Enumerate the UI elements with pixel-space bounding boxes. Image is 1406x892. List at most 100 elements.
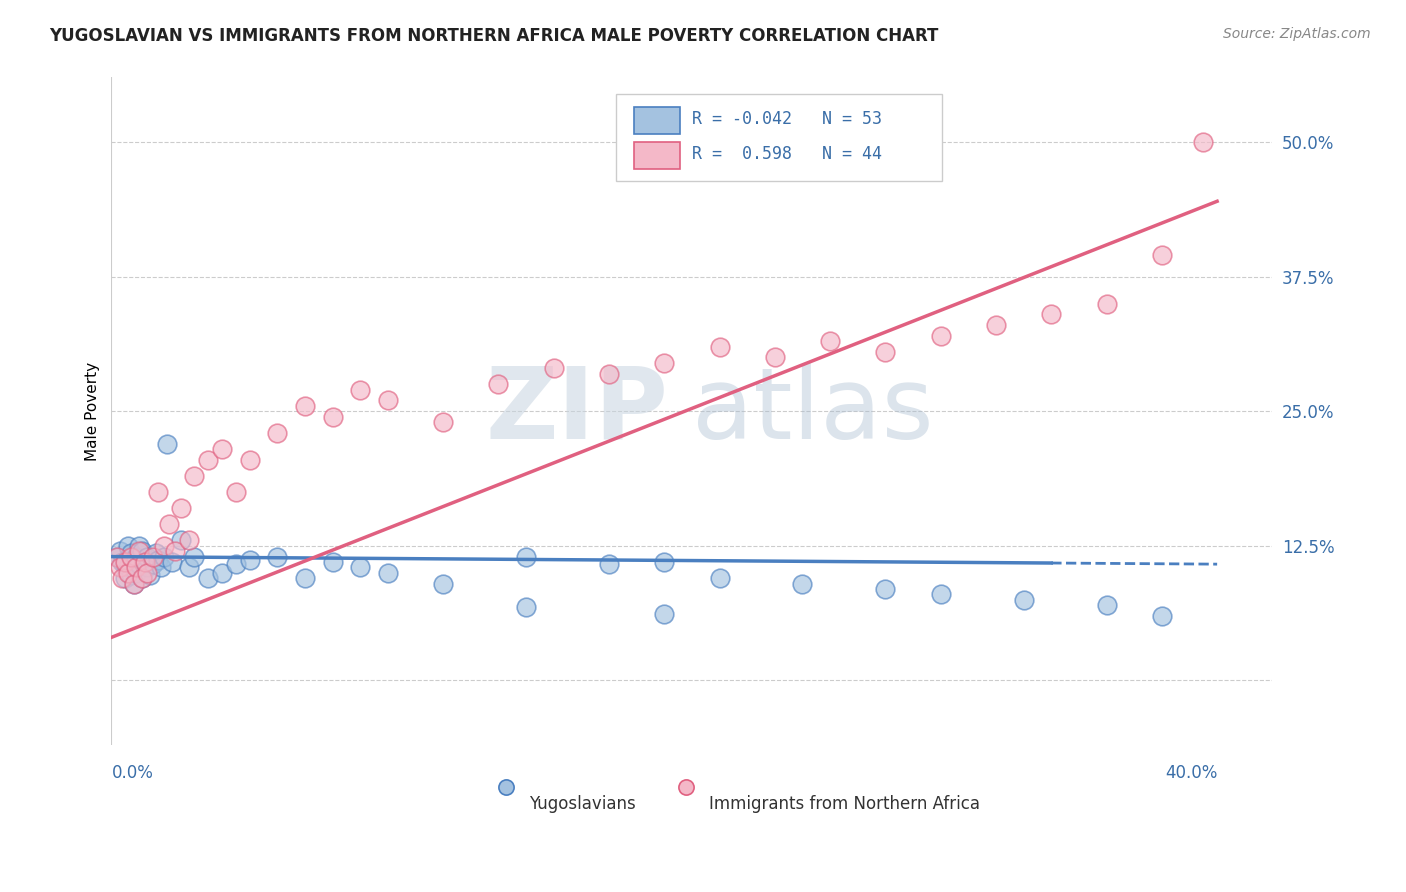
- Point: [136, 549, 159, 564]
- Point: [1150, 248, 1173, 262]
- Point: [111, 571, 134, 585]
- Point: [142, 549, 165, 564]
- Point: [349, 560, 371, 574]
- Point: [125, 560, 148, 574]
- Point: [1040, 741, 1063, 756]
- Point: [150, 560, 173, 574]
- Point: [105, 549, 128, 564]
- Point: [122, 576, 145, 591]
- Point: [598, 367, 620, 381]
- Point: [432, 415, 454, 429]
- Point: [114, 557, 136, 571]
- Point: [294, 571, 316, 585]
- Point: [763, 351, 786, 365]
- Point: [929, 329, 952, 343]
- Point: [709, 571, 731, 585]
- Point: [1150, 608, 1173, 623]
- Point: [169, 533, 191, 548]
- Point: [377, 566, 399, 580]
- Point: [183, 549, 205, 564]
- Point: [145, 546, 167, 560]
- Point: [136, 566, 159, 580]
- Point: [984, 318, 1007, 332]
- Point: [117, 539, 139, 553]
- Point: [197, 571, 219, 585]
- Point: [120, 549, 142, 564]
- Point: [142, 557, 165, 571]
- Point: [159, 517, 181, 532]
- Point: [349, 383, 371, 397]
- Point: [266, 425, 288, 440]
- Point: [652, 555, 675, 569]
- Point: [111, 555, 134, 569]
- Point: [117, 566, 139, 580]
- Point: [652, 356, 675, 370]
- Text: YUGOSLAVIAN VS IMMIGRANTS FROM NORTHERN AFRICA MALE POVERTY CORRELATION CHART: YUGOSLAVIAN VS IMMIGRANTS FROM NORTHERN …: [49, 27, 939, 45]
- Point: [294, 399, 316, 413]
- Point: [1012, 592, 1035, 607]
- Text: Source: ZipAtlas.com: Source: ZipAtlas.com: [1223, 27, 1371, 41]
- Point: [153, 549, 176, 564]
- Point: [105, 549, 128, 564]
- Point: [128, 557, 150, 571]
- Point: [120, 546, 142, 560]
- Point: [177, 533, 200, 548]
- Point: [486, 377, 509, 392]
- Bar: [634, 142, 681, 169]
- Point: [239, 553, 262, 567]
- Point: [125, 549, 148, 564]
- Point: [156, 436, 179, 450]
- Point: [160, 555, 183, 569]
- Point: [153, 539, 176, 553]
- Point: [114, 555, 136, 569]
- Point: [1192, 135, 1215, 149]
- Text: atlas: atlas: [692, 363, 934, 459]
- Point: [177, 560, 200, 574]
- Point: [125, 566, 148, 580]
- Point: [1040, 307, 1063, 321]
- Point: [239, 452, 262, 467]
- Point: [120, 568, 142, 582]
- Point: [114, 571, 136, 585]
- Point: [598, 557, 620, 571]
- Point: [211, 566, 233, 580]
- Point: [322, 409, 344, 424]
- Point: [225, 485, 247, 500]
- Point: [818, 334, 841, 349]
- Point: [128, 544, 150, 558]
- Point: [432, 576, 454, 591]
- Point: [515, 600, 537, 615]
- Bar: [634, 107, 681, 134]
- Point: [134, 555, 156, 569]
- Point: [792, 576, 814, 591]
- Point: [929, 587, 952, 601]
- Point: [148, 485, 170, 500]
- Text: R =  0.598   N = 44: R = 0.598 N = 44: [692, 145, 882, 163]
- Point: [875, 345, 897, 359]
- Point: [377, 393, 399, 408]
- Point: [136, 560, 159, 574]
- Point: [322, 555, 344, 569]
- Point: [1095, 296, 1118, 310]
- Point: [183, 468, 205, 483]
- Point: [131, 544, 153, 558]
- Point: [134, 555, 156, 569]
- Point: [266, 549, 288, 564]
- Point: [197, 452, 219, 467]
- Point: [1095, 598, 1118, 612]
- Point: [709, 340, 731, 354]
- Point: [108, 560, 131, 574]
- Point: [131, 571, 153, 585]
- Point: [211, 442, 233, 456]
- Point: [875, 582, 897, 596]
- Point: [122, 576, 145, 591]
- Point: [139, 568, 162, 582]
- FancyBboxPatch shape: [616, 95, 942, 181]
- Point: [122, 553, 145, 567]
- Point: [148, 553, 170, 567]
- Point: [131, 571, 153, 585]
- Text: 0.0%: 0.0%: [111, 764, 153, 782]
- Point: [117, 560, 139, 574]
- Text: 40.0%: 40.0%: [1164, 764, 1218, 782]
- Text: ZIP: ZIP: [486, 363, 669, 459]
